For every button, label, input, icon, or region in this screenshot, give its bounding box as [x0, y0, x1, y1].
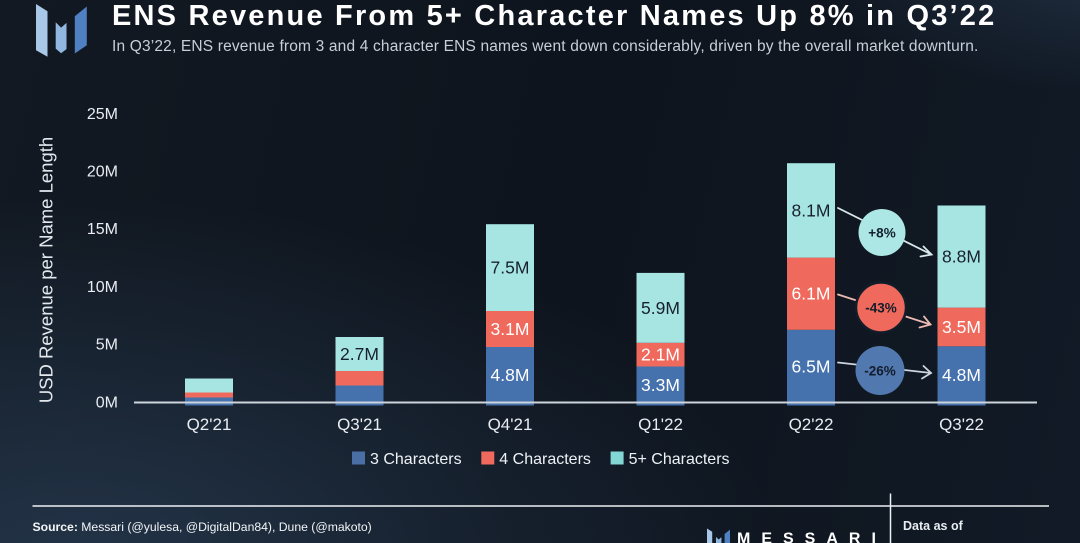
svg-text:Q4'21: Q4'21: [488, 415, 533, 434]
svg-text:Q3'21: Q3'21: [337, 415, 382, 434]
svg-text:Source: Messari (@yulesa, @Dig: Source: Messari (@yulesa, @DigitalDan84)…: [33, 520, 372, 534]
svg-text:4.8M: 4.8M: [491, 365, 530, 385]
svg-text:10M: 10M: [87, 279, 118, 296]
svg-text:USD Revenue per Name Length: USD Revenue per Name Length: [36, 137, 57, 403]
svg-text:ENS Revenue From 5+ Character: ENS Revenue From 5+ Character Names Up 8…: [112, 0, 996, 32]
svg-text:5.9M: 5.9M: [641, 298, 680, 318]
svg-text:Q2'22: Q2'22: [789, 415, 834, 434]
svg-text:4.8M: 4.8M: [942, 365, 981, 385]
svg-text:4 Characters: 4 Characters: [499, 451, 591, 468]
svg-text:20M: 20M: [87, 164, 118, 181]
svg-text:3 Characters: 3 Characters: [370, 451, 462, 468]
svg-text:6.5M: 6.5M: [792, 357, 831, 377]
svg-text:8.8M: 8.8M: [942, 247, 981, 267]
svg-text:In Q3’22, ENS revenue from 3 a: In Q3’22, ENS revenue from 3 and 4 chara…: [112, 38, 979, 55]
svg-text:2.7M: 2.7M: [340, 344, 379, 364]
svg-text:3.1M: 3.1M: [491, 319, 530, 339]
svg-text:3.5M: 3.5M: [942, 317, 981, 337]
svg-text:5+ Characters: 5+ Characters: [629, 451, 730, 468]
svg-text:8.1M: 8.1M: [792, 200, 831, 220]
svg-text:Q2'21: Q2'21: [187, 415, 232, 434]
svg-text:-43%: -43%: [865, 300, 897, 315]
svg-text:5M: 5M: [96, 337, 118, 354]
svg-text:+8%: +8%: [868, 225, 895, 240]
svg-text:6.1M: 6.1M: [792, 284, 831, 304]
svg-text:25M: 25M: [87, 106, 118, 123]
svg-text:3.3M: 3.3M: [641, 375, 680, 395]
svg-text:15M: 15M: [87, 221, 118, 238]
svg-text:MESSARI: MESSARI: [737, 531, 887, 543]
svg-text:2.1M: 2.1M: [641, 345, 680, 365]
svg-text:0M: 0M: [96, 394, 118, 411]
svg-text:Q1'22: Q1'22: [638, 415, 683, 434]
svg-text:Q3'22: Q3'22: [939, 415, 984, 434]
svg-text:Data as of: Data as of: [903, 519, 964, 533]
svg-text:-26%: -26%: [864, 363, 896, 378]
svg-text:7.5M: 7.5M: [491, 258, 530, 278]
